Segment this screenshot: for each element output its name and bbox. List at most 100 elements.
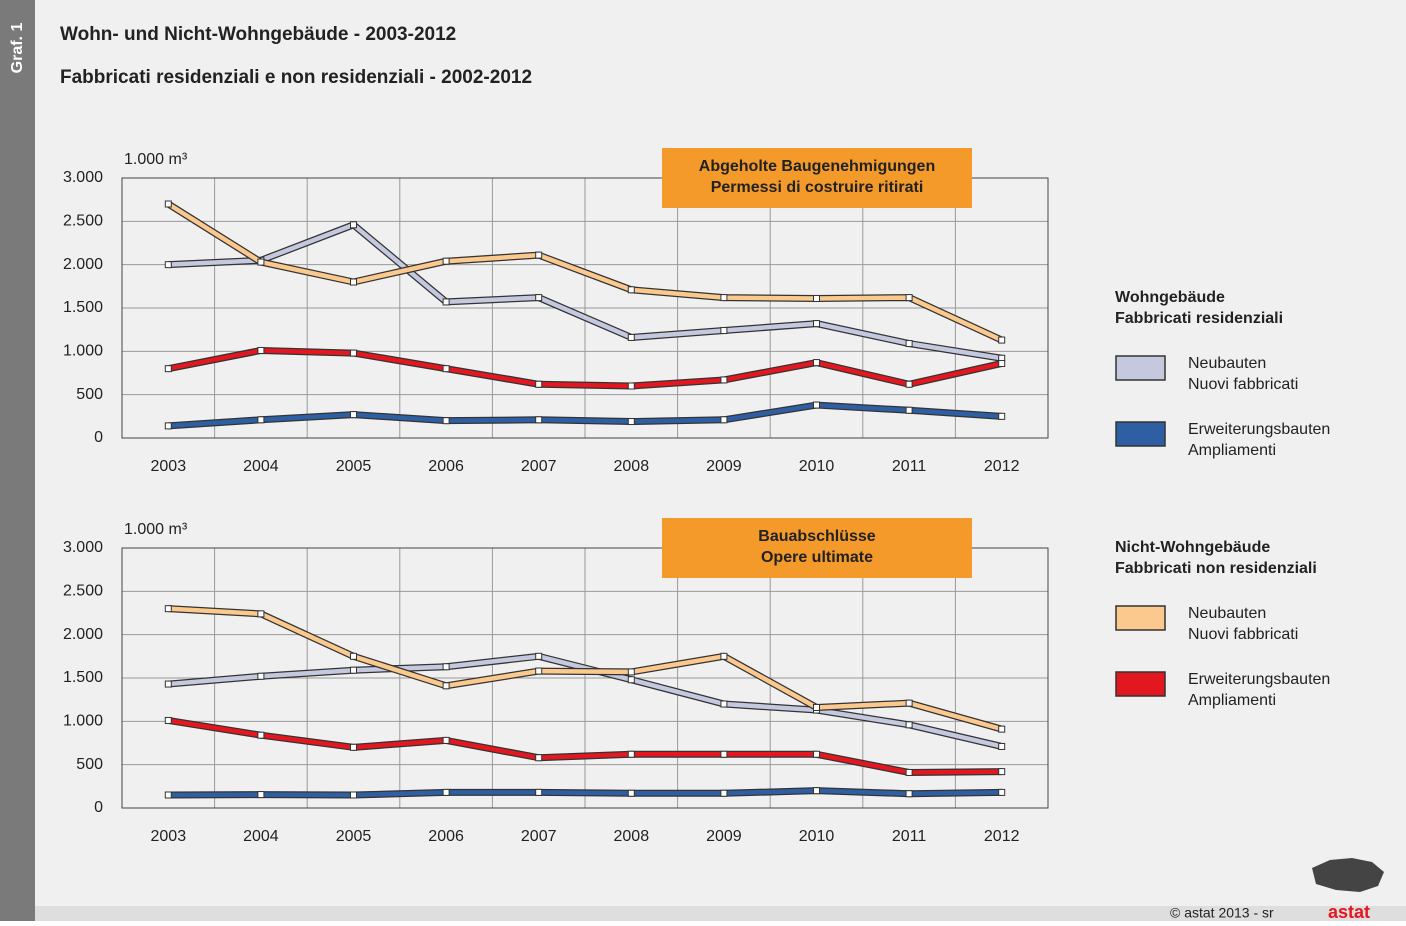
y-tick-label: 3.000 bbox=[63, 539, 103, 556]
marker bbox=[905, 294, 913, 302]
subtitle: Fabbricati residenziali e non residenzia… bbox=[60, 67, 532, 88]
line bbox=[168, 606, 1003, 732]
marker bbox=[535, 251, 543, 259]
line bbox=[168, 222, 1003, 361]
marker bbox=[535, 652, 543, 660]
x-tick-label: 2003 bbox=[151, 458, 187, 475]
marker bbox=[720, 700, 728, 708]
x-tick-label: 2007 bbox=[521, 458, 557, 475]
y-tick-label: 2.000 bbox=[63, 256, 103, 273]
y-tick-label: 1.500 bbox=[63, 299, 103, 316]
marker bbox=[257, 731, 265, 739]
legend-label: Neubauten bbox=[1188, 355, 1266, 372]
marker bbox=[905, 768, 913, 776]
marker bbox=[535, 294, 543, 302]
marker bbox=[442, 257, 450, 265]
marker bbox=[442, 736, 450, 744]
plot-border bbox=[121, 177, 1049, 439]
x-tick-label: 2004 bbox=[243, 458, 279, 475]
marker bbox=[720, 416, 728, 424]
marker bbox=[813, 703, 820, 711]
y-tick-label: 2.500 bbox=[63, 213, 103, 230]
logo-map bbox=[1312, 858, 1384, 892]
x-tick-label: 2008 bbox=[614, 458, 650, 475]
y-tick-label: 1.000 bbox=[63, 713, 103, 730]
marker bbox=[627, 789, 635, 797]
marker bbox=[442, 298, 450, 306]
plot-border bbox=[121, 547, 1049, 809]
chart-title: Permessi di costruire ritirati bbox=[711, 179, 924, 196]
legend-swatch bbox=[1115, 421, 1166, 447]
marker bbox=[164, 605, 172, 613]
legend-label: Nuovi fabbricati bbox=[1188, 626, 1298, 643]
x-tick-label: 2003 bbox=[151, 828, 187, 845]
marker bbox=[905, 406, 913, 414]
x-tick-label: 2010 bbox=[799, 828, 835, 845]
marker bbox=[905, 721, 913, 729]
marker bbox=[350, 411, 357, 419]
marker bbox=[998, 725, 1006, 733]
x-tick-label: 2006 bbox=[428, 458, 464, 475]
logo: astat bbox=[1328, 902, 1370, 921]
line bbox=[167, 202, 1003, 343]
line bbox=[168, 402, 1002, 429]
marker bbox=[720, 750, 728, 758]
annotation-box bbox=[662, 518, 972, 578]
marker bbox=[257, 672, 265, 680]
marker bbox=[164, 680, 172, 688]
title: Wohn- und Nicht-Wohngebäude - 2003-2012 bbox=[60, 24, 456, 45]
chart-title: Opere ultimate bbox=[761, 549, 873, 566]
x-tick-label: 2012 bbox=[984, 458, 1020, 475]
marker bbox=[164, 716, 172, 724]
marker bbox=[998, 768, 1006, 776]
legend-group-title: Fabbricati residenziali bbox=[1115, 310, 1283, 327]
marker bbox=[442, 682, 450, 690]
legend-swatch bbox=[1115, 605, 1166, 631]
marker bbox=[627, 418, 635, 426]
y-tick-label: 2.500 bbox=[63, 583, 103, 600]
footer: © astat 2013 - sr bbox=[1170, 905, 1274, 921]
marker bbox=[535, 416, 543, 424]
marker bbox=[164, 200, 172, 208]
marker bbox=[998, 742, 1006, 750]
marker bbox=[720, 789, 728, 797]
marker bbox=[164, 791, 172, 799]
marker bbox=[627, 676, 635, 684]
marker bbox=[998, 359, 1006, 367]
x-tick-label: 2011 bbox=[892, 828, 927, 845]
y-tick-label: 500 bbox=[76, 386, 103, 403]
marker bbox=[998, 788, 1006, 796]
line bbox=[168, 788, 1002, 798]
marker bbox=[720, 294, 728, 302]
y-tick-label: 0 bbox=[94, 799, 103, 816]
y-axis-unit: 1.000 m³ bbox=[124, 151, 188, 168]
marker bbox=[257, 258, 265, 266]
x-tick-label: 2009 bbox=[706, 828, 742, 845]
marker bbox=[720, 376, 728, 384]
marker bbox=[998, 412, 1006, 420]
marker bbox=[627, 333, 635, 341]
legend-group-title: Fabbricati non residenziali bbox=[1115, 560, 1317, 577]
chart-title: Abgeholte Baugenehmigungen bbox=[699, 158, 935, 175]
marker bbox=[442, 663, 450, 671]
marker bbox=[627, 750, 635, 758]
marker bbox=[257, 791, 265, 799]
x-tick-label: 2005 bbox=[336, 828, 372, 845]
legend-label: Neubauten bbox=[1188, 605, 1266, 622]
y-tick-label: 2.000 bbox=[63, 626, 103, 643]
x-tick-label: 2011 bbox=[892, 458, 927, 475]
marker bbox=[535, 788, 543, 796]
marker bbox=[350, 278, 357, 286]
y-tick-label: 1.500 bbox=[63, 669, 103, 686]
y-axis-unit: 1.000 m³ bbox=[124, 521, 188, 538]
marker bbox=[535, 754, 543, 762]
marker bbox=[627, 668, 635, 676]
marker bbox=[905, 790, 913, 798]
marker bbox=[535, 667, 543, 675]
marker bbox=[535, 380, 543, 388]
marker bbox=[442, 788, 450, 796]
legend-group-title: Wohngebäude bbox=[1115, 289, 1225, 306]
marker bbox=[442, 365, 450, 373]
x-tick-label: 2009 bbox=[706, 458, 742, 475]
marker bbox=[442, 417, 450, 425]
